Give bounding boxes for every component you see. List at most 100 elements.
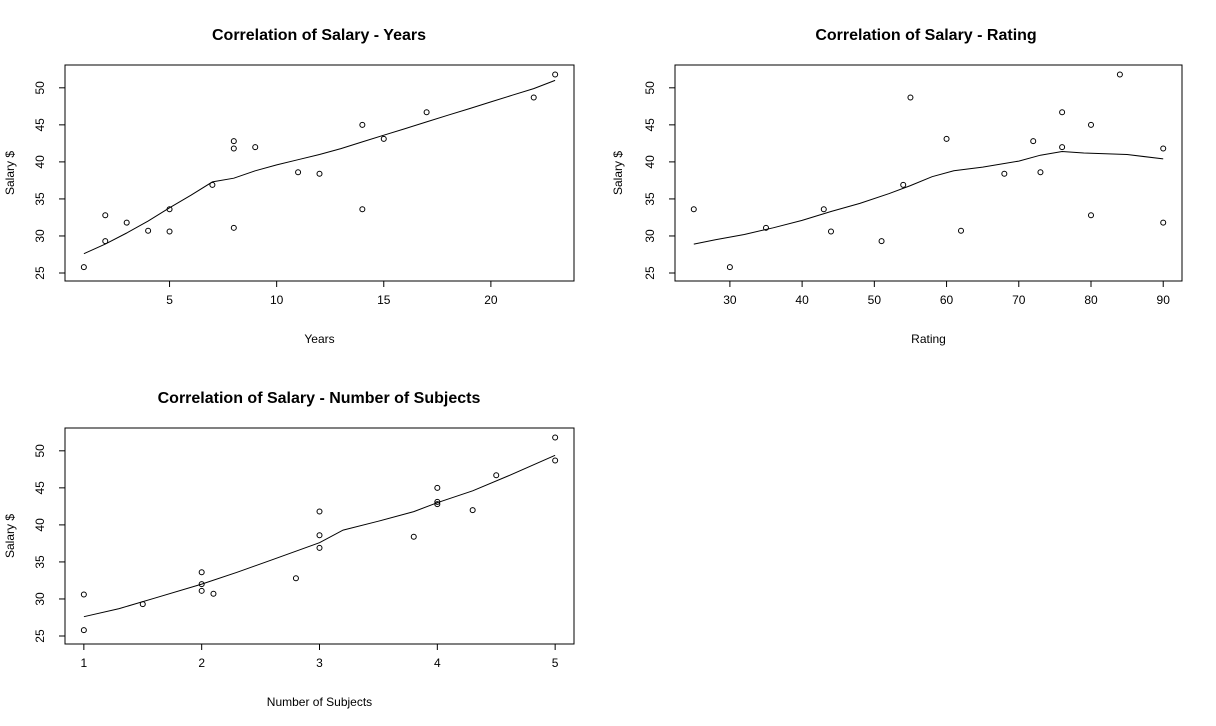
y-tick-label: 40 (33, 155, 47, 169)
x-tick-label: 3 (316, 656, 323, 670)
x-tick-label: 20 (484, 293, 498, 307)
x-axis-label: Rating (911, 332, 946, 346)
y-tick-label: 50 (643, 81, 657, 95)
data-point (210, 590, 217, 597)
data-point (900, 181, 907, 188)
data-point (139, 601, 146, 608)
data-point (359, 206, 366, 213)
plot-frame (64, 64, 575, 282)
data-point (1088, 212, 1094, 219)
data-point (434, 501, 441, 508)
data-point (230, 145, 237, 152)
data-point (198, 587, 205, 594)
data-point (80, 591, 87, 598)
x-tick-label: 30 (723, 293, 737, 307)
chart-panel-2: Correlation of Salary - Rating 30 40 50 60 70… (611, 27, 1183, 346)
y-axis-label: Salary $ (3, 514, 17, 558)
y-tick-label: 30 (33, 592, 47, 606)
x-tick-label: 1 (81, 656, 88, 670)
data-point (552, 71, 559, 78)
data-point (316, 170, 323, 177)
x-axis-label: Years (304, 332, 334, 346)
chart-title: Correlation of Salary - Rating (815, 27, 1036, 44)
y-tick-label: 45 (643, 118, 657, 132)
chart-title: Correlation of Salary - Number of Subjec… (158, 390, 481, 407)
data-point (530, 94, 537, 101)
x-tick-label: 50 (868, 293, 882, 307)
data-point (295, 169, 302, 176)
data-point (1059, 144, 1066, 151)
data-point (380, 135, 387, 142)
data-point (80, 627, 87, 634)
data-point (316, 532, 323, 539)
data-point (1116, 71, 1123, 78)
data-point (123, 219, 130, 226)
y-tick-label: 40 (33, 518, 47, 532)
data-point (423, 109, 430, 116)
data-point (1160, 145, 1167, 152)
data-point (726, 264, 733, 271)
x-tick-label: 90 (1157, 293, 1171, 307)
y-axis-label: Salary $ (3, 151, 17, 195)
data-point (469, 507, 476, 514)
data-point (209, 181, 216, 188)
data-point (102, 212, 109, 219)
x-tick-label: 5 (166, 293, 173, 307)
y-tick-label: 50 (33, 444, 47, 458)
y-tick-label: 45 (33, 481, 47, 495)
data-point (434, 498, 441, 505)
y-tick-label: 30 (643, 229, 657, 243)
x-tick-label: 70 (1012, 293, 1026, 307)
x-tick-label: 2 (198, 656, 205, 670)
data-point (958, 227, 964, 234)
data-point (292, 575, 299, 582)
data-point (252, 144, 259, 151)
data-point (230, 138, 237, 145)
x-tick-label: 60 (940, 293, 954, 307)
chart-title: Correlation of Salary - Years (212, 27, 426, 44)
data-point (828, 228, 834, 235)
data-point (166, 228, 173, 235)
data-point (434, 484, 441, 491)
data-point (1059, 109, 1066, 116)
data-point (102, 238, 109, 245)
data-point (878, 238, 885, 245)
y-tick-label: 50 (33, 81, 47, 95)
x-tick-label: 5 (552, 656, 559, 670)
smooth-line (83, 79, 556, 255)
plot-frame (674, 64, 1183, 282)
x-tick-label: 4 (434, 656, 441, 670)
y-tick-label: 25 (33, 629, 47, 643)
data-point (1030, 138, 1037, 145)
data-point (316, 508, 323, 515)
data-point (80, 264, 87, 271)
data-point (1037, 169, 1044, 176)
data-point (820, 206, 827, 213)
y-tick-label: 30 (33, 229, 47, 243)
data-point (230, 224, 237, 231)
data-point (690, 206, 697, 213)
data-point (1160, 219, 1167, 226)
data-point (316, 544, 323, 551)
data-point (145, 227, 152, 234)
y-axis-label: Salary $ (611, 151, 625, 195)
data-point (198, 581, 205, 588)
data-point (552, 457, 559, 464)
chart-panel-1: Correlation of Salary - Years 5 10 15 20 25 30… (3, 27, 575, 346)
x-tick-label: 80 (1084, 293, 1098, 307)
data-point (166, 206, 173, 213)
x-axis-label: Number of Subjects (267, 695, 372, 709)
x-tick-label: 15 (377, 293, 391, 307)
y-tick-label: 35 (33, 192, 47, 206)
smooth-line (83, 454, 556, 618)
data-point (410, 533, 417, 540)
data-point (198, 569, 205, 576)
data-point (493, 472, 500, 479)
x-tick-label: 40 (795, 293, 809, 307)
y-tick-label: 40 (643, 155, 657, 169)
data-point (943, 135, 950, 142)
data-point (552, 434, 559, 441)
y-tick-label: 25 (33, 266, 47, 280)
